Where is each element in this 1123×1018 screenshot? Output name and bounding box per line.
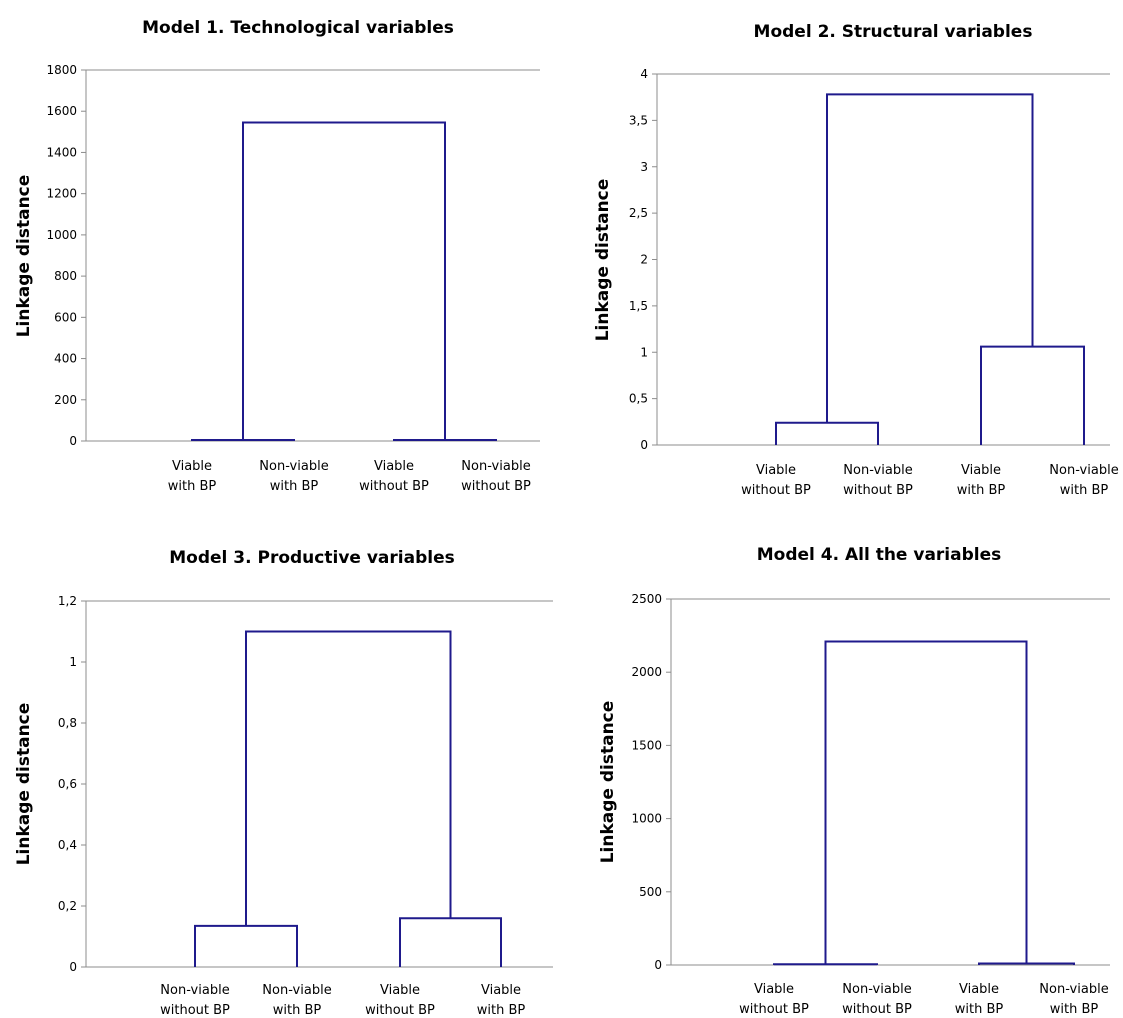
y-axis-label: Linkage distance <box>598 701 618 864</box>
chart-panel-4: Model 4. All the variables Linkage distan… <box>598 545 1110 1017</box>
chart-title: Model 4. All the variables <box>757 545 1002 565</box>
leaf-label-line2: with BP <box>1060 483 1109 498</box>
y-tick-label: 3 <box>640 160 648 174</box>
y-tick-label: 1400 <box>46 145 77 159</box>
y-tick-label: 1,5 <box>629 299 648 313</box>
y-tick-label: 1,2 <box>58 594 77 608</box>
y-tick-label: 800 <box>54 269 77 283</box>
y-tick-label: 1000 <box>46 228 77 242</box>
leaf-label-line1: Non-viable <box>461 459 530 474</box>
y-tick-label: 2 <box>640 253 648 267</box>
leaf-label-line2: without BP <box>842 1002 912 1017</box>
leaf-label-line2: with BP <box>1050 1002 1099 1017</box>
y-tick-label: 3,5 <box>629 113 648 127</box>
leaf-label-line2: without BP <box>365 1003 435 1018</box>
leaf-label-line2: without BP <box>739 1002 809 1017</box>
leaf-label-line1: Viable <box>756 463 796 478</box>
leaf-label-line2: with BP <box>168 479 217 494</box>
y-tick-label: 1200 <box>46 187 77 201</box>
chart-panel-3: Model 3. Productive variables Linkage dis… <box>14 548 553 1018</box>
dendrogram-link-3 <box>826 93 1034 423</box>
leaf-label-line2: with BP <box>477 1003 526 1018</box>
y-tick-label: 0 <box>640 438 648 452</box>
leaf-label-line1: Non-viable <box>259 459 328 474</box>
y-tick-label: 0,6 <box>58 777 77 791</box>
leaf-label-line1: Viable <box>380 983 420 998</box>
dendrogram-link-1 <box>194 924 298 967</box>
leaf-label-line1: Viable <box>481 983 521 998</box>
y-tick-label: 1 <box>640 345 648 359</box>
dendrogram-link-1 <box>775 421 879 445</box>
leaf-label-line2: without BP <box>461 479 531 494</box>
leaf-label-line1: Non-viable <box>1049 463 1118 478</box>
leaf-label-line2: without BP <box>359 479 429 494</box>
y-tick-label: 1800 <box>46 63 77 77</box>
leaf-label-line1: Non-viable <box>262 983 331 998</box>
chart-panel-2: Model 2. Structural variables Linkage dis… <box>593 22 1119 498</box>
y-tick-label: 1500 <box>631 738 662 752</box>
y-tick-label: 0,5 <box>629 392 648 406</box>
y-tick-label: 0 <box>654 958 662 972</box>
leaf-label-line2: without BP <box>160 1003 230 1018</box>
y-axis-label: Linkage distance <box>593 179 613 342</box>
leaf-label-line2: without BP <box>741 483 811 498</box>
leaf-label-line1: Non-viable <box>842 982 911 997</box>
y-tick-label: 2,5 <box>629 206 648 220</box>
leaf-label-line1: Non-viable <box>160 983 229 998</box>
leaf-label-line2: with BP <box>270 479 319 494</box>
y-tick-label: 200 <box>54 393 77 407</box>
leaf-label-line1: Viable <box>172 459 212 474</box>
dendrogram-link-3 <box>245 630 452 926</box>
y-tick-label: 1 <box>69 655 77 669</box>
leaf-label-line1: Viable <box>374 459 414 474</box>
leaf-label-line2: with BP <box>955 1002 1004 1017</box>
y-axis-label: Linkage distance <box>14 703 34 866</box>
y-tick-label: 600 <box>54 310 77 324</box>
leaf-label-line1: Viable <box>754 982 794 997</box>
y-tick-label: 0 <box>69 960 77 974</box>
dendrogram-link-3 <box>824 640 1028 965</box>
leaf-label-line2: with BP <box>273 1003 322 1018</box>
dendrogram-link-2 <box>399 917 502 967</box>
leaf-label-line2: with BP <box>957 483 1006 498</box>
y-tick-label: 1000 <box>631 812 662 826</box>
dendrogram-link-3 <box>242 121 446 440</box>
leaf-label-line1: Non-viable <box>843 463 912 478</box>
leaf-label-line1: Viable <box>961 463 1001 478</box>
dendrogram-link-1 <box>191 438 295 441</box>
leaf-label-line2: without BP <box>843 483 913 498</box>
dendrogram-link-1 <box>773 963 878 966</box>
y-tick-label: 0,4 <box>58 838 77 852</box>
chart-title: Model 2. Structural variables <box>754 22 1033 42</box>
chart-title: Model 1. Technological variables <box>142 18 454 38</box>
y-tick-label: 2000 <box>631 665 662 679</box>
y-tick-label: 2500 <box>631 592 662 606</box>
y-tick-label: 0,2 <box>58 899 77 913</box>
y-tick-label: 1600 <box>46 104 77 118</box>
y-tick-label: 4 <box>640 67 648 81</box>
y-tick-label: 0,8 <box>58 716 77 730</box>
chart-panel-1: Model 1. Technological variables Linkage … <box>14 18 540 494</box>
leaf-label-line1: Non-viable <box>1039 982 1108 997</box>
y-axis-label: Linkage distance <box>14 175 34 338</box>
y-tick-label: 500 <box>639 885 662 899</box>
dendrogram-link-2 <box>393 438 497 441</box>
dendrogram-link-2 <box>980 345 1085 445</box>
y-tick-label: 0 <box>69 434 77 448</box>
chart-title: Model 3. Productive variables <box>169 548 454 568</box>
leaf-label-line1: Viable <box>959 982 999 997</box>
y-tick-label: 400 <box>54 352 77 366</box>
